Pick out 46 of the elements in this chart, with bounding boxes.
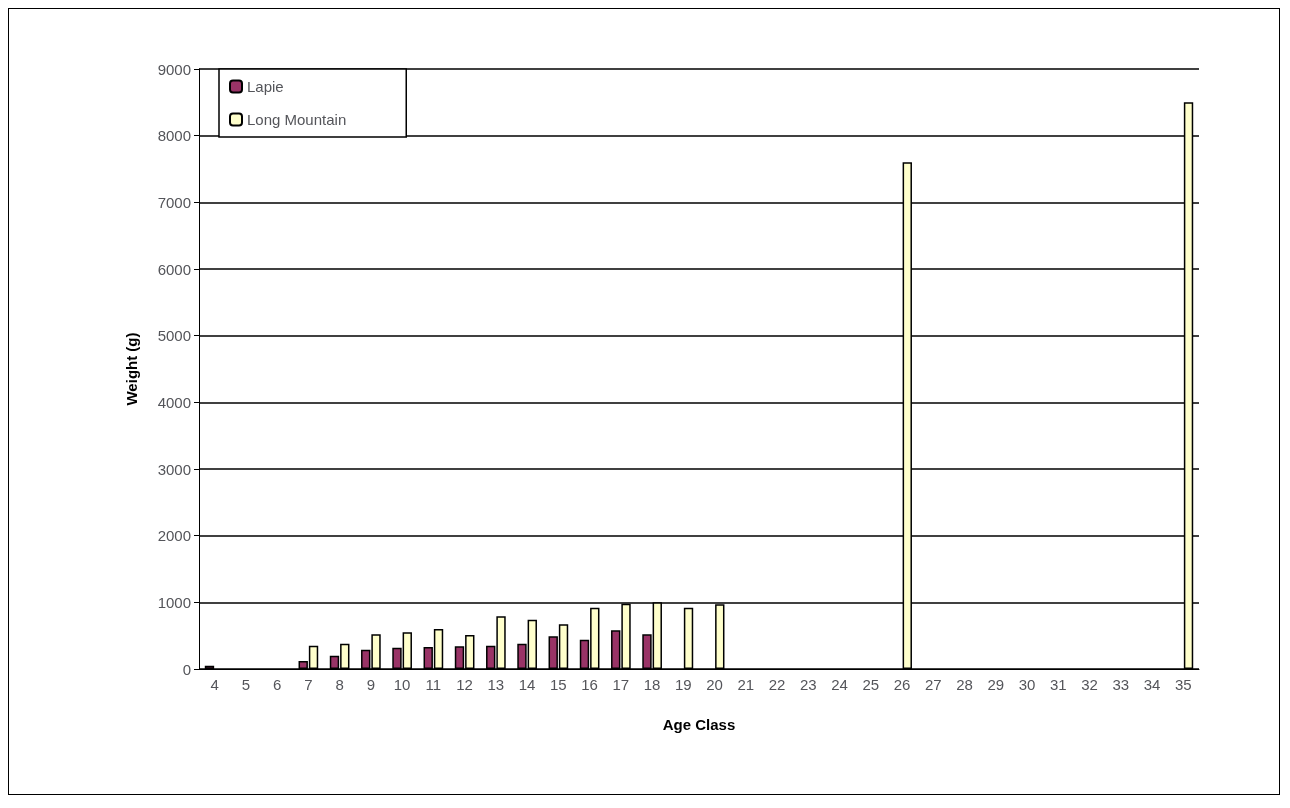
x-tick-label: 16 [581,676,598,693]
x-tick-label: 32 [1081,676,1098,693]
y-tick-label: 9000 [157,60,191,78]
x-tick-label: 26 [893,676,911,693]
x-tick-label: 28 [956,676,973,693]
x-tick-label: 10 [393,676,411,693]
x-tick-label: 17 [612,676,630,693]
y-tick-label: 4000 [157,393,191,411]
x-tick-label: 6 [272,676,282,693]
x-tick-label: 29 [987,676,1005,693]
y-tick-label: 0 [182,660,191,678]
x-tick-label: 19 [675,676,692,693]
x-tick-label: 13 [487,676,505,693]
x-tick-label: 24 [831,676,848,693]
legend-label: Long Mountain [247,111,347,128]
x-axis-title: Age Class [662,716,736,733]
x-tick-label: 14 [518,676,536,693]
y-tick-label: 1000 [157,593,191,611]
x-tick-label: 20 [706,676,723,693]
x-tick-label: 11 [425,676,442,693]
y-tick-label: 5000 [157,327,191,345]
legend-label: Lapie [247,78,284,95]
x-tick-label: 4 [210,676,219,693]
x-tick-label: 27 [925,676,942,693]
x-tick-label: 12 [456,676,473,693]
x-tick-label: 7 [304,676,313,693]
y-tick-label: 2000 [157,527,191,545]
y-tick-label: 8000 [157,127,191,145]
x-tick-label: 21 [737,676,755,693]
y-tick-label: 7000 [157,193,191,211]
x-tick-label: 9 [366,676,376,693]
x-tick-label: 8 [335,676,344,693]
x-tick-label: 30 [1018,676,1036,693]
x-tick-label: 18 [643,676,661,693]
x-tick-label: 25 [862,676,880,693]
y-tick-label: 3000 [157,460,191,478]
x-tick-label: 22 [768,676,786,693]
y-tick-label: 6000 [157,260,191,278]
x-tick-label: 31 [1050,676,1067,693]
y-axis-title: Weight (g) [123,332,140,406]
x-tick-label: 34 [1143,676,1161,693]
x-tick-label: 35 [1175,676,1192,693]
x-tick-label: 15 [550,676,567,693]
x-tick-label: 5 [241,676,251,693]
x-tick-label: 33 [1112,676,1130,693]
x-tick-label: 23 [800,676,817,693]
